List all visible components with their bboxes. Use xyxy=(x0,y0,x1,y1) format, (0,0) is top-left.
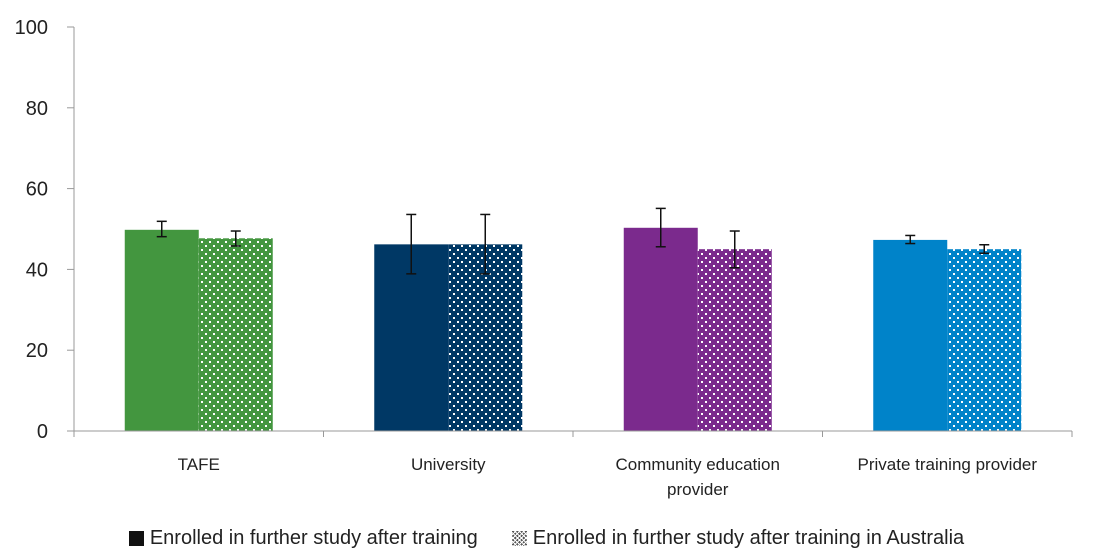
legend-item-australia[interactable]: Enrolled in further study after training… xyxy=(511,526,965,550)
legend-swatch-solid xyxy=(128,530,144,546)
x-category-label: University xyxy=(411,455,486,474)
y-tick-label: 60 xyxy=(26,179,48,201)
y-tick-label: 40 xyxy=(26,259,48,281)
x-axis-labels: TAFE University Community education provide… xyxy=(178,455,1038,499)
error-bars xyxy=(156,207,990,275)
x-category-label: Private training provider xyxy=(857,455,1037,474)
bar-overall xyxy=(623,227,698,431)
legend-label-overall: Enrolled in further study after training xyxy=(149,526,478,549)
bar-chart: 0 20 40 60 80 100 TAFE University Community edu… xyxy=(15,17,1073,499)
bar-overall xyxy=(873,239,948,431)
y-tick-label: 100 xyxy=(15,17,48,39)
bar-overall xyxy=(374,244,449,431)
x-axis-ticks xyxy=(73,431,1073,437)
bar-australia xyxy=(198,238,273,431)
y-tick-label: 20 xyxy=(26,340,48,362)
bar-australia xyxy=(947,249,1022,431)
y-axis-ticks: 0 20 40 60 80 100 xyxy=(15,17,74,443)
y-tick-label: 0 xyxy=(37,421,48,443)
bar-australia xyxy=(697,249,772,431)
bar-australia xyxy=(448,244,523,431)
bar-overall xyxy=(124,229,199,431)
x-category-label: provider xyxy=(667,480,729,499)
legend-label-australia: Enrolled in further study after training… xyxy=(532,526,965,549)
y-tick-label: 80 xyxy=(26,98,48,120)
legend: Enrolled in further study after training… xyxy=(0,522,1093,554)
x-category-label: Community education xyxy=(616,455,780,474)
legend-swatch-pattern xyxy=(511,530,527,546)
legend-item-overall[interactable]: Enrolled in further study after training xyxy=(128,526,478,550)
bars xyxy=(124,227,1022,431)
x-category-label: TAFE xyxy=(178,455,220,474)
